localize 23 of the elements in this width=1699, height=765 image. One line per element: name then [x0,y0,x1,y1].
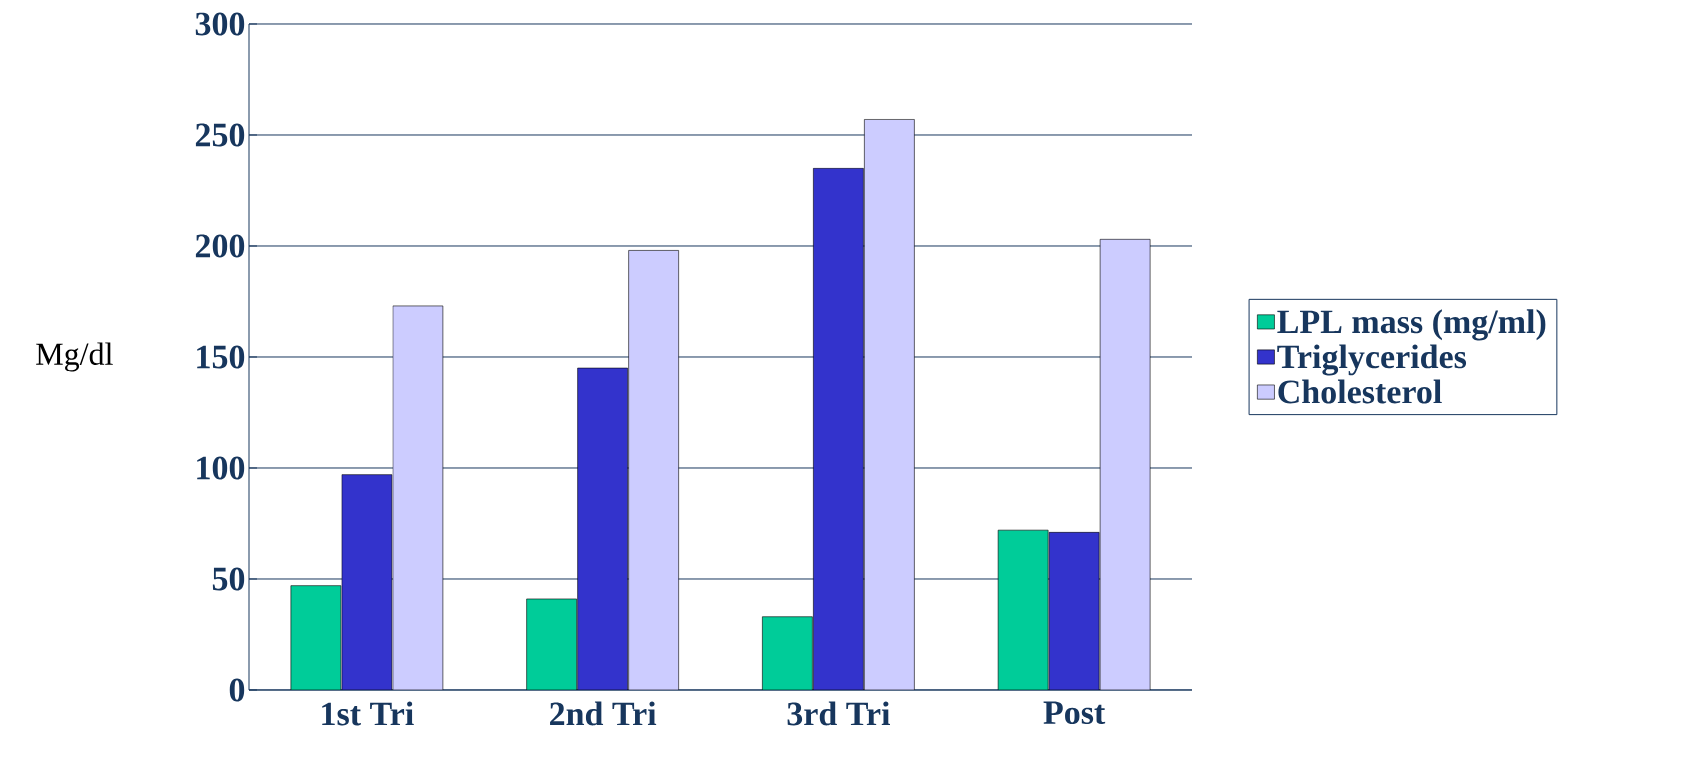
y-tick-label: 200 [195,234,245,258]
bar [762,616,813,690]
y-tick-label: 0 [229,678,245,702]
legend-label: Cholesterol [1278,379,1442,404]
x-tick-label: Post [1043,701,1106,725]
y-tick-label: 300 [195,12,245,36]
x-tick-label: 2nd Tri [550,701,657,726]
x-tick-label: 1st Tri [322,701,414,726]
x-tick-label: 3rd Tri [787,701,890,726]
y-tick-label: 150 [197,345,245,369]
bar [1099,239,1151,690]
y-tick-label: 250 [195,123,245,147]
bar [864,119,915,690]
y-axis-title: Mg/dl [36,342,113,372]
bar [526,598,577,690]
y-tick-label: 50 [212,567,245,591]
bar [997,529,1049,690]
bar [628,250,679,690]
bar [392,305,444,690]
y-tick-label: 100 [197,456,245,480]
legend-label: LPL mass (mg/ml) [1277,309,1546,341]
legend-label: Triglycerides [1277,344,1467,376]
bar [290,585,342,690]
